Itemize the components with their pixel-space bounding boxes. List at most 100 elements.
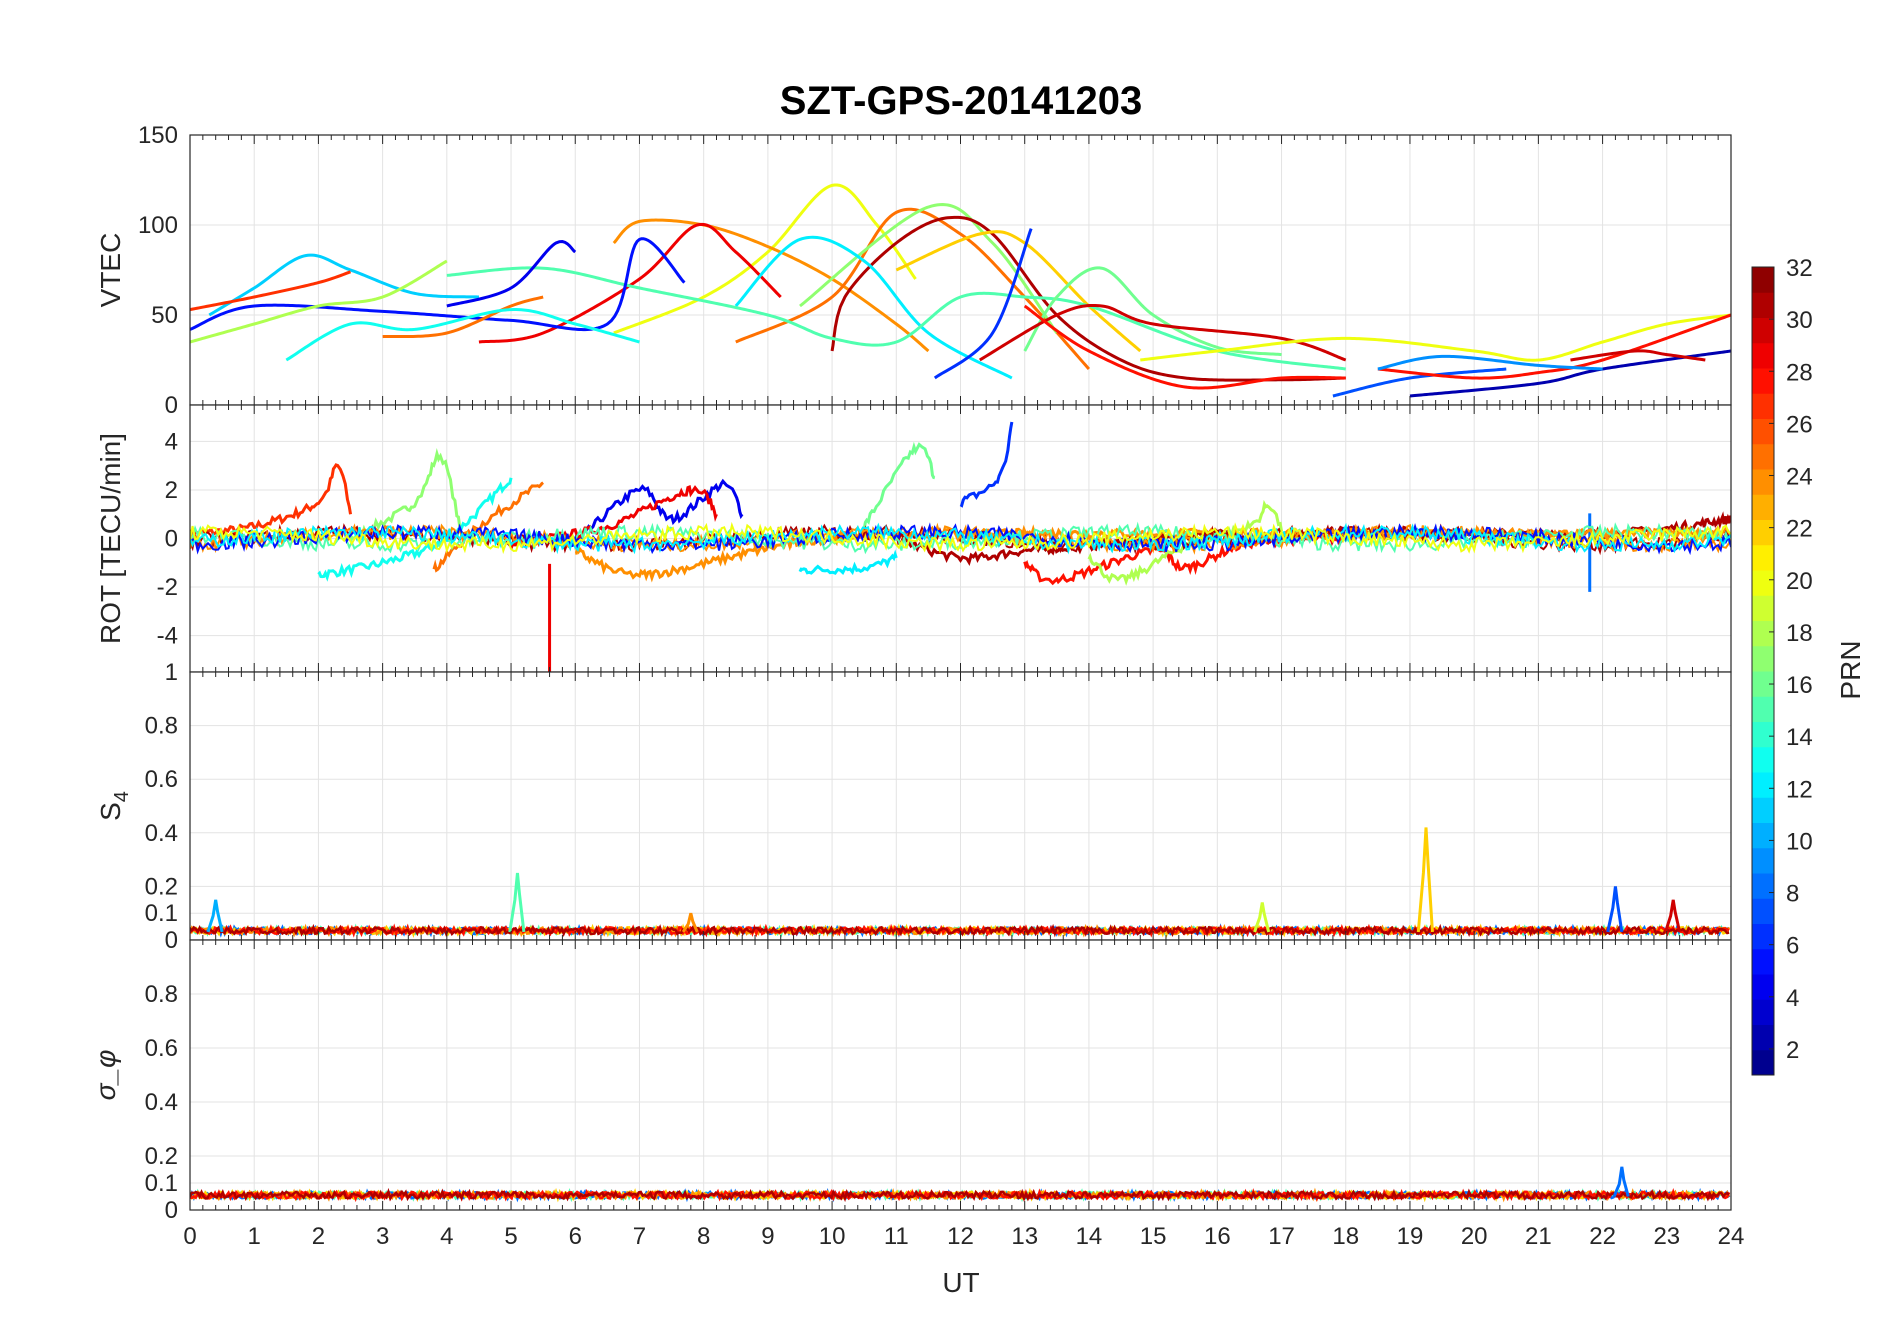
traces	[190, 421, 1731, 672]
trace-prn-12	[798, 549, 898, 576]
traces	[190, 183, 1731, 398]
y-tick-label: 4	[165, 428, 178, 455]
trace-prn-30	[979, 303, 1347, 362]
trace-prn-20	[190, 521, 1731, 555]
x-tick-label: 14	[1076, 1223, 1103, 1250]
y-tick-label: 150	[138, 122, 178, 149]
trace-prn-13	[317, 477, 513, 582]
colorbar-bin-26	[1752, 418, 1774, 445]
colorbar-bin-25	[1752, 443, 1774, 470]
x-tick-label: 8	[697, 1223, 710, 1250]
colorbar-bin-7	[1752, 898, 1774, 924]
trace-prn-7	[1332, 367, 1507, 398]
colorbar-tick-label: 12	[1786, 776, 1813, 803]
trace-prn-5	[190, 237, 686, 332]
y-tick-label: 0.1	[145, 1170, 178, 1197]
x-tick-label: 21	[1525, 1223, 1552, 1250]
colorbar-tick-label: 10	[1786, 828, 1813, 855]
y-tick-label: 0.6	[145, 1035, 178, 1062]
colorbar-bin-8	[1752, 873, 1774, 899]
trace-prn-4	[446, 240, 577, 308]
colorbar-bin-17	[1752, 645, 1774, 672]
trace-prn-25	[432, 481, 545, 573]
panel-vtec: 0 50 100 150 VTEC	[95, 122, 1732, 419]
colorbar-bin-9	[1752, 847, 1774, 874]
colorbar-bin-21	[1752, 544, 1774, 571]
trace-prn-22	[895, 230, 1142, 353]
colorbar-bin-10	[1752, 822, 1774, 849]
x-tick-label: 7	[633, 1223, 646, 1250]
x-tick-label: 6	[569, 1223, 582, 1250]
colorbar-bin-22	[1752, 519, 1774, 546]
colorbar-tick-label: 16	[1786, 672, 1813, 699]
spike-prn-10	[206, 899, 224, 933]
colorbar-bin-3	[1752, 999, 1774, 1025]
spike-prn-30	[1664, 899, 1682, 933]
colorbar-bin-23	[1752, 494, 1774, 520]
x-tick-label: 0	[183, 1223, 196, 1250]
colorbar-bin-12	[1752, 772, 1774, 798]
y-tick-label: 0.8	[145, 713, 178, 740]
colorbar-bin-27	[1752, 393, 1774, 419]
colorbar-tick-label: 18	[1786, 620, 1813, 647]
colorbar-bin-31	[1752, 292, 1774, 318]
y-tick-label: -4	[157, 623, 178, 650]
colorbar-bin-28	[1752, 368, 1774, 394]
y-tick-label: 50	[151, 302, 178, 329]
y-tick-label: 0.2	[145, 873, 178, 900]
x-tick-label: 17	[1268, 1223, 1295, 1250]
colorbar-bin-16	[1752, 671, 1774, 697]
colorbar-label: PRN	[1835, 640, 1866, 699]
trace-prn-20	[613, 183, 917, 335]
x-tick-label: 2	[312, 1223, 325, 1250]
colorbar-tick-label: 20	[1786, 568, 1813, 595]
y-tick-label: 2	[165, 477, 178, 504]
y-tick-label: 1	[165, 659, 178, 686]
colorbar-bin-20	[1752, 570, 1774, 596]
colorbar-bin-13	[1752, 746, 1774, 773]
panel-s4: 00.10.2 0.4 0.6 0.8 1 S4	[95, 659, 1732, 954]
x-tick-label: 3	[376, 1223, 389, 1250]
y-tick-label: -2	[157, 574, 178, 601]
trace-prn-12	[190, 522, 1731, 555]
colorbar-tick-label: 6	[1786, 933, 1799, 960]
x-tick-label: 13	[1011, 1223, 1038, 1250]
trace-prn-15	[446, 266, 1346, 371]
y-tick-label: 0	[165, 927, 178, 954]
x-tick-label: 15	[1140, 1223, 1167, 1250]
x-tick-label: 24	[1718, 1223, 1745, 1250]
x-tick-label: 12	[947, 1223, 974, 1250]
colorbar-tick-label: 30	[1786, 307, 1813, 334]
trace-prn-28	[1377, 313, 1731, 380]
colorbar-bin-29	[1752, 342, 1774, 369]
trace-prn-13	[285, 308, 640, 362]
trace-prn-6	[933, 228, 1033, 380]
y-tick-label: 0.4	[145, 820, 178, 847]
trace-prn-27	[190, 463, 353, 539]
colorbar-bin-19	[1752, 595, 1774, 621]
colorbar-tick-label: 32	[1786, 255, 1813, 282]
trace-prn-24	[612, 218, 930, 353]
colorbar-bin-2	[1752, 1024, 1774, 1051]
y-tick-label: 0.4	[145, 1089, 178, 1116]
spike-prn-19	[1253, 902, 1271, 933]
x-tick-label: 1	[248, 1223, 261, 1250]
colorbar-bin-11	[1752, 797, 1774, 823]
x-tick-label: 18	[1332, 1223, 1359, 1250]
y-tick-label: 0.6	[145, 766, 178, 793]
trace-prn-27	[190, 270, 352, 312]
trace-prn-16	[862, 441, 936, 530]
y-tick-label: 0	[165, 526, 178, 553]
y-tick-label: 0	[165, 1197, 178, 1224]
y-tick-label: 0	[165, 392, 178, 419]
colorbar-bin-32	[1752, 267, 1774, 293]
colorbar-tick-label: 26	[1786, 411, 1813, 438]
colorbar-tick-label: 8	[1786, 881, 1799, 908]
trace-prn-29	[478, 222, 782, 344]
trace-prn-16	[1023, 266, 1282, 357]
x-tick-label: 10	[819, 1223, 846, 1250]
x-tick-label: 23	[1653, 1223, 1680, 1250]
panel-rot: -4 -2 0 2 4 ROT [TECU/min]	[95, 404, 1732, 673]
x-tick-label: 22	[1589, 1223, 1616, 1250]
